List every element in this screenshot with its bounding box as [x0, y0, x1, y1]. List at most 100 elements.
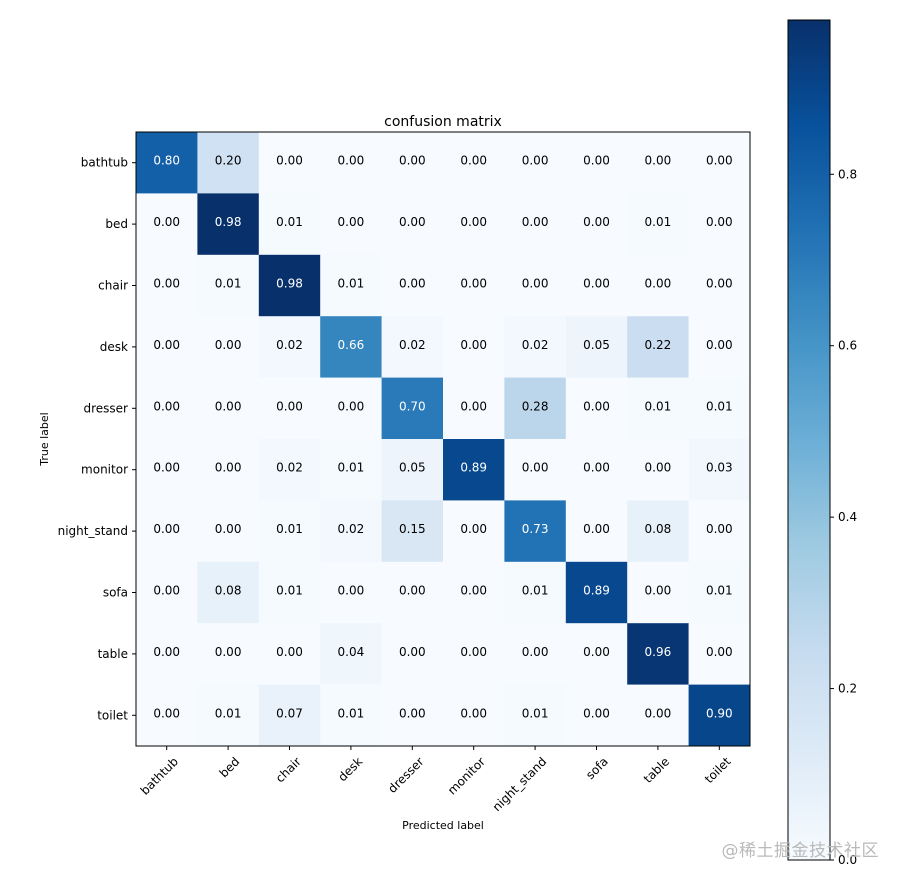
cell-value-label: 0.20 [215, 154, 242, 168]
cell-value-label: 0.07 [276, 706, 303, 720]
cell-value-label: 0.01 [522, 706, 549, 720]
cell-value-label: 0.00 [153, 277, 180, 291]
cell-value-label: 0.00 [522, 645, 549, 659]
heatmap-cell [136, 377, 198, 440]
cell-value-label: 0.01 [276, 584, 303, 598]
heatmap-cell [258, 316, 321, 378]
cell-value-label: 0.98 [215, 215, 242, 229]
heatmap-cell [504, 132, 567, 194]
heatmap-cell [504, 684, 567, 747]
cell-value-label: 0.00 [399, 277, 426, 291]
heatmap-cell [136, 132, 198, 194]
y-tick-label: monitor [81, 463, 128, 477]
heatmap-cell [565, 132, 628, 194]
heatmap-cell [197, 439, 260, 501]
cell-value-label: 0.90 [706, 706, 733, 720]
heatmap-cell [381, 684, 444, 747]
cell-value-label: 0.00 [522, 154, 549, 168]
cell-value-label: 0.00 [645, 706, 672, 720]
heatmap-cell [320, 684, 382, 747]
heatmap-cell [443, 193, 505, 256]
cell-value-label: 0.00 [583, 399, 610, 413]
heatmap-cell [443, 377, 505, 440]
colorbar-ticks: 0.0 0.2 0.4 0.6 0.8 [830, 167, 857, 867]
y-tick-label: dresser [84, 401, 129, 415]
cell-value-label: 0.00 [583, 215, 610, 229]
y-tick-label: night_stand [58, 524, 128, 538]
heatmap-cell [320, 254, 382, 317]
cell-value-label: 0.01 [338, 706, 365, 720]
cell-value-label: 0.05 [583, 338, 610, 352]
heatmap-cell [504, 254, 567, 317]
heatmap-cell [320, 561, 382, 624]
cell-value-label: 0.00 [706, 215, 733, 229]
heatmap-cell [504, 500, 567, 563]
heatmap-cell [443, 132, 505, 194]
cell-value-label: 0.02 [276, 338, 303, 352]
cell-value-label: 0.00 [583, 154, 610, 168]
heatmap-cell [443, 439, 505, 501]
cell-value-label: 0.00 [583, 706, 610, 720]
heatmap-cell [504, 193, 567, 256]
cell-value-label: 0.00 [338, 584, 365, 598]
chart-title: confusion matrix [384, 114, 502, 130]
y-tick-label: desk [100, 340, 128, 354]
heatmap-cell [320, 623, 382, 685]
cell-value-label: 0.00 [215, 522, 242, 536]
x-axis-label: Predicted label [402, 819, 484, 832]
cell-value-label: 0.00 [153, 399, 180, 413]
cell-value-label: 0.00 [276, 154, 303, 168]
heatmap-cell [565, 316, 628, 378]
heatmap-cell [688, 254, 751, 317]
x-tick-label: sofa [583, 754, 611, 782]
cell-value-label: 0.15 [399, 522, 426, 536]
heatmap-cell [197, 500, 260, 563]
heatmap-cell [443, 684, 505, 747]
heatmap-cell [627, 377, 689, 440]
cell-value-label: 0.98 [276, 277, 303, 291]
heatmap-cell [381, 623, 444, 685]
cell-value-label: 0.08 [215, 584, 242, 598]
y-tick-label: bathtub [81, 156, 128, 170]
cell-value-label: 0.00 [399, 154, 426, 168]
x-tick-label: toilet [702, 754, 734, 786]
cell-value-label: 0.01 [645, 215, 672, 229]
heatmap-cell [258, 377, 321, 440]
cell-value-label: 0.70 [399, 399, 426, 413]
cell-value-label: 0.08 [645, 522, 672, 536]
cell-value-label: 0.02 [338, 522, 365, 536]
cell-value-label: 0.00 [706, 338, 733, 352]
heatmap-cell [504, 316, 567, 378]
heatmap-cell [197, 193, 260, 256]
cell-value-label: 0.00 [399, 584, 426, 598]
heatmap-cell [258, 439, 321, 501]
heatmap-cell [136, 684, 198, 747]
heatmap-cell [627, 623, 689, 685]
y-tick-label: chair [98, 279, 128, 293]
heatmap-cell [320, 500, 382, 563]
heatmap-cell [627, 193, 689, 256]
x-tick-label: table [641, 754, 672, 785]
y-tick-label: bed [105, 217, 128, 231]
heatmap-cell [443, 623, 505, 685]
heatmap-cell [258, 623, 321, 685]
cell-value-label: 0.00 [399, 706, 426, 720]
heatmap-cell [381, 193, 444, 256]
cell-value-label: 0.00 [460, 584, 487, 598]
cell-value-label: 0.66 [338, 338, 365, 352]
cell-value-label: 0.01 [215, 706, 242, 720]
x-tick-label: monitor [445, 754, 488, 797]
heatmap-cell [565, 377, 628, 440]
heatmap-cell [381, 561, 444, 624]
cell-value-label: 0.00 [460, 215, 487, 229]
x-tick-label: night_stand [490, 754, 550, 814]
heatmap-cell [688, 316, 751, 378]
heatmap-cell [136, 623, 198, 685]
heatmap-cell [688, 500, 751, 563]
heatmap-cell [381, 316, 444, 378]
cell-value-label: 0.00 [583, 645, 610, 659]
cell-value-label: 0.01 [522, 584, 549, 598]
heatmap-cell [381, 500, 444, 563]
cell-value-label: 0.00 [645, 584, 672, 598]
